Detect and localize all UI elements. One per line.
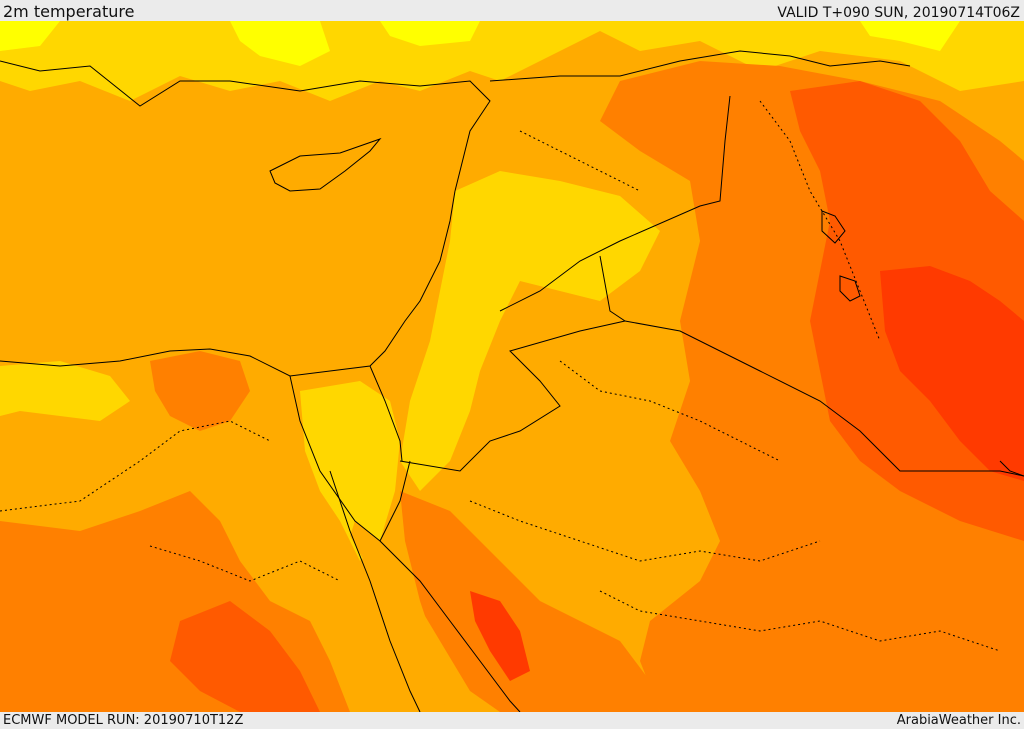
zone-yellow-sinai bbox=[300, 381, 400, 561]
temperature-map[interactable] bbox=[0, 21, 1024, 712]
zone-orange-delta bbox=[150, 351, 250, 431]
coastlines bbox=[0, 60, 1024, 712]
header-bar: 2m temperature VALID T+090 SUN, 20190714… bbox=[0, 0, 1024, 21]
red-sea bbox=[350, 521, 500, 712]
zone-red-south-iraq bbox=[880, 266, 1024, 481]
map-title: 2m temperature bbox=[3, 2, 135, 21]
model-run: ECMWF MODEL RUN: 20190710T12Z bbox=[3, 713, 244, 728]
footer-bar: ECMWF MODEL RUN: 20190710T12Z ArabiaWeat… bbox=[0, 712, 1024, 729]
zone-bright-yellow-north bbox=[0, 21, 960, 66]
zone-orange-darkest-egypt bbox=[170, 601, 320, 712]
zone-red-hijaz bbox=[470, 591, 530, 681]
zone-yellow-west-egypt bbox=[0, 361, 130, 421]
valid-time: VALID T+090 SUN, 20190714T06Z bbox=[777, 5, 1020, 21]
zone-yellow-levant bbox=[400, 171, 660, 491]
credit: ArabiaWeather Inc. bbox=[896, 713, 1021, 728]
admin-boundaries bbox=[0, 100, 1001, 652]
map-canvas bbox=[0, 21, 1024, 712]
zone-orange-hijaz bbox=[400, 491, 660, 712]
borders bbox=[369, 50, 1024, 477]
